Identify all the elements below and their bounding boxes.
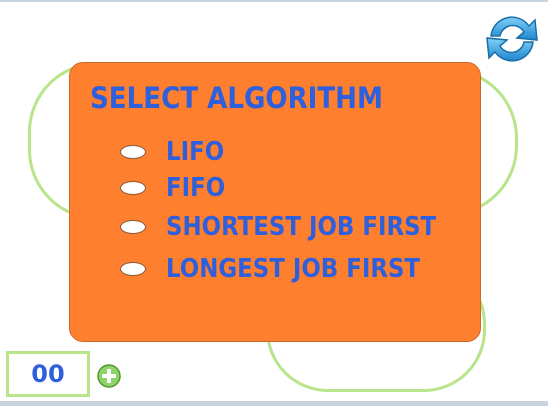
refresh-icon[interactable]	[479, 6, 545, 72]
score-value: 00	[31, 360, 65, 388]
radio-shortest-job-first[interactable]	[120, 220, 146, 234]
option-label: LONGEST JOB FIRST	[166, 254, 421, 284]
option-label: FIFO	[166, 173, 226, 203]
radio-longest-job-first[interactable]	[120, 262, 146, 276]
radio-lifo[interactable]	[120, 145, 146, 159]
option-label: LIFO	[166, 137, 225, 167]
option-label: SHORTEST JOB FIRST	[166, 212, 437, 242]
option-lifo[interactable]: LIFO	[120, 137, 232, 167]
option-shortest-job-first[interactable]: SHORTEST JOB FIRST	[120, 212, 473, 242]
algorithm-panel: SELECT ALGORITHM LIFO FIFO SHORTEST JOB …	[69, 62, 481, 342]
option-fifo[interactable]: FIFO	[120, 173, 233, 203]
add-icon[interactable]	[96, 363, 122, 389]
panel-title: SELECT ALGORITHM	[90, 81, 384, 115]
score-counter: 00	[6, 351, 90, 397]
option-longest-job-first[interactable]: LONGEST JOB FIRST	[120, 254, 455, 284]
bottom-border	[0, 401, 548, 406]
radio-fifo[interactable]	[120, 181, 146, 195]
top-border	[0, 0, 548, 2]
